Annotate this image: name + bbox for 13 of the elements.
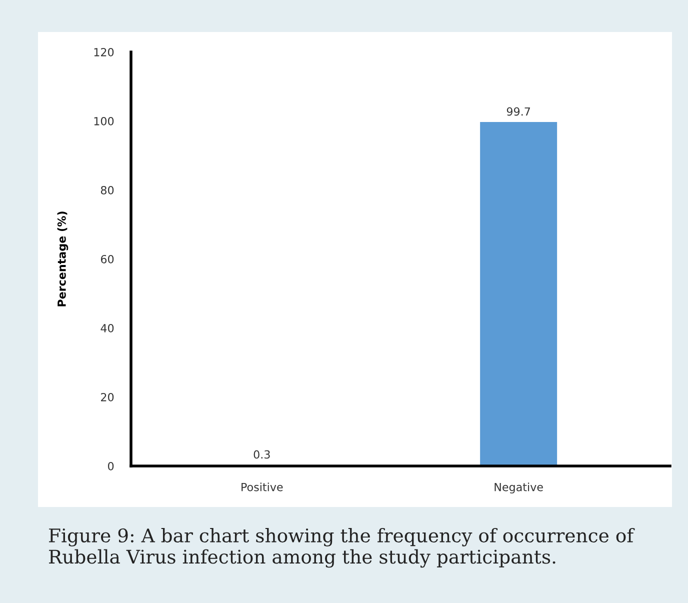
y-tick-label: 0 bbox=[108, 462, 114, 470]
data-label: 99.7 bbox=[506, 107, 530, 116]
y-tick-label: 80 bbox=[100, 186, 114, 194]
y-tick-label: 40 bbox=[100, 324, 114, 332]
y-tick-label: 100 bbox=[94, 116, 114, 126]
y-tick-label: 20 bbox=[101, 392, 114, 402]
y-tick-label: 60 bbox=[100, 254, 114, 264]
data-label: 0.3 bbox=[254, 450, 270, 459]
x-tick-label: Negative bbox=[494, 482, 543, 494]
caption: Figure 9: A bar chart showing the frequency of occurrence of Rubella Virus infection among the study participants. bbox=[49, 528, 635, 568]
y-tick-label: 120 bbox=[94, 48, 114, 56]
x-tick-label: Positive bbox=[242, 482, 283, 492]
y-axis-title: Percentage (%) bbox=[57, 212, 68, 306]
